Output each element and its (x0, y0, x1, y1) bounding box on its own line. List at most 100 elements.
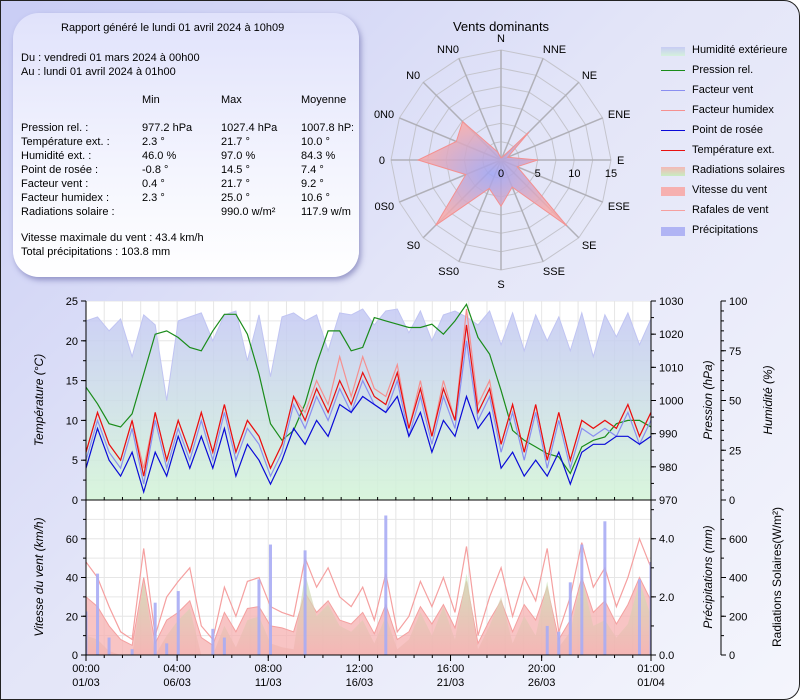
report-min-cell: 46.0 % (142, 150, 177, 162)
report-label-cell: Pression rel. : (21, 122, 89, 134)
report-label-cell: Humidité ext. : (21, 150, 92, 162)
legend-label: Facteur humidex (692, 104, 774, 116)
report-avg-cell: 7.4 ° (301, 164, 324, 176)
report-max-cell: 97.0 % (221, 150, 256, 162)
x-tick-date: 26/03 (528, 677, 556, 689)
report-avg-cell: 84.3 % (301, 150, 336, 162)
y-tick-label: 0 (72, 650, 78, 662)
report-min-cell: -0.8 ° (142, 164, 169, 176)
precip-bar (222, 637, 226, 655)
precip-bar (86, 611, 88, 655)
series-point-de-ros-e (86, 394, 651, 495)
wind-rose-shape (416, 120, 568, 227)
header-avg: Moyenne (301, 94, 347, 106)
legend-swatch (661, 90, 685, 91)
y-tick-label: 400 (729, 573, 747, 585)
precip-bar (211, 628, 215, 655)
x-tick-time: 20:00 (528, 663, 556, 675)
legend-label: Vitesse du vent (692, 184, 768, 196)
report-to: Au : lundi 01 avril 2024 à 01h00 (21, 66, 176, 78)
y-tick-label: 20 (66, 611, 78, 623)
rose-direction-label: S0 (407, 240, 420, 252)
y-tick-label: 75 (729, 346, 741, 358)
y-axis-title-radiations: Radiations Solaires(W/m²) (770, 507, 784, 647)
report-label-cell: Radiations solaire : (21, 206, 115, 218)
y-tick-label: 0 (729, 650, 735, 662)
y-tick-label: 1030 (659, 296, 683, 308)
series-facteur-vent (86, 340, 651, 485)
precip-bar (649, 561, 651, 655)
y-tick-label: 100 (729, 296, 747, 308)
legend-label: Température ext. (692, 144, 775, 156)
report-label-cell: Point de rosée : (21, 164, 99, 176)
legend-swatch (661, 110, 685, 111)
rose-direction-label: SS0 (438, 266, 459, 278)
y-tick-label: 0.0 (659, 650, 674, 662)
precip-bar (268, 544, 272, 655)
report-total-precip: Total précipitations : 103.8 mm (21, 246, 171, 258)
legend-swatch (661, 227, 685, 236)
y-tick-label: 970 (659, 495, 677, 507)
report-min-cell: 2.3 ° (142, 136, 165, 148)
rose-direction-label: ENE (608, 109, 631, 121)
x-tick-date: 16/03 (346, 677, 374, 689)
rose-direction-label: 0S0 (375, 201, 395, 213)
lower-plot (86, 500, 651, 655)
y-tick-label: 990 (659, 429, 677, 441)
rose-direction-label: NN0 (437, 44, 459, 56)
legend-label: Rafales de vent (692, 204, 769, 216)
y-tick-label: 4.0 (659, 534, 674, 546)
report-min-cell: 0.4 ° (142, 178, 165, 190)
report-max-cell: 21.7 ° (221, 136, 250, 148)
y-tick-label: 40 (66, 573, 78, 585)
y-tick-label: 0 (729, 495, 735, 507)
legend-swatch (661, 150, 685, 151)
rose-direction-label: ESE (608, 201, 630, 213)
x-tick-date: 01/03 (72, 677, 100, 689)
x-tick-date: 11/03 (255, 677, 282, 689)
rose-direction-label: NE (582, 70, 597, 82)
report-max-cell: 14.5 ° (221, 164, 250, 176)
legend-swatch (661, 210, 685, 211)
report-max-cell: 990.0 w/m² (221, 206, 276, 218)
rose-radial-tick: 5 (535, 168, 541, 180)
report-avg-cell: 10.6 ° (301, 192, 330, 204)
rose-direction-label: SSE (543, 266, 565, 278)
precip-bar (107, 637, 111, 655)
y-tick-label: 0 (72, 495, 78, 507)
x-tick-time: 12:00 (346, 663, 374, 675)
legend-label: Pression rel. (692, 64, 754, 76)
y-tick-label: 20 (66, 336, 78, 348)
series-temp-rature-ext- (86, 324, 651, 477)
precip-bar (96, 573, 100, 655)
rose-direction-label: SE (582, 240, 597, 252)
legend-swatch (661, 167, 685, 176)
rose-direction-label: 0 (379, 155, 385, 167)
y-tick-label: 25 (729, 445, 741, 457)
legend-swatch (661, 70, 685, 71)
y-tick-label: 60 (66, 534, 78, 546)
legend-swatch (661, 47, 685, 56)
axes: 0510152025970980990100010101020103002550… (32, 296, 784, 689)
report-from: Du : vendredi 01 mars 2024 à 00h00 (21, 52, 200, 64)
precip-bar (130, 649, 134, 655)
y-tick-label: 1020 (659, 329, 683, 341)
x-tick-time: 00:00 (72, 663, 100, 675)
rose-direction-label: N (497, 33, 505, 45)
report-max-cell: 21.7 ° (221, 178, 250, 190)
precip-bar (257, 579, 261, 655)
precip-bar (384, 515, 388, 655)
report-avg-cell: 9.2 ° (301, 178, 324, 190)
y-tick-label: 5 (72, 455, 78, 467)
report-max-cell: 25.0 ° (221, 192, 250, 204)
y-tick-label: 10 (66, 415, 78, 427)
precip-bar (153, 602, 157, 655)
report-label-cell: Température ext. : (21, 136, 110, 148)
rose-direction-label: N0 (406, 70, 420, 82)
rose-radial-tick: 10 (568, 168, 580, 180)
report-max-wind: Vitesse maximale du vent : 43.4 km/h (21, 232, 204, 244)
precip-bar (557, 631, 561, 655)
report-avg-cell: 117.9 w/m (301, 206, 351, 218)
rose-radial-tick: 15 (605, 168, 617, 180)
